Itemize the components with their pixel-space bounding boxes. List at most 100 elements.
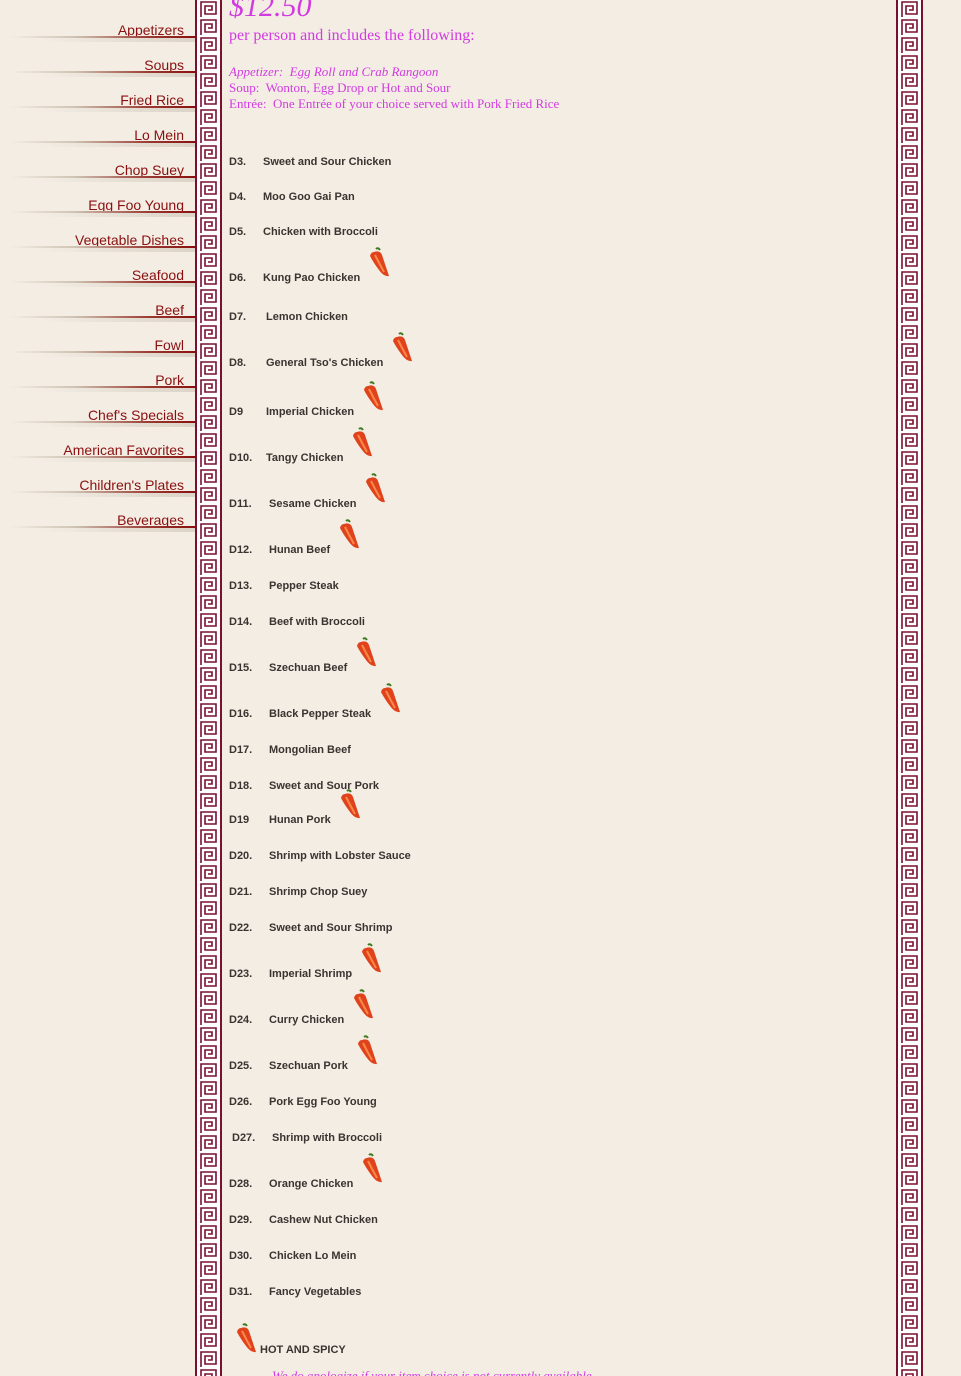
nav-item-label: American Favorites: [63, 442, 184, 458]
nav-item-label: Fowl: [154, 337, 184, 353]
dish-name: Imperial Shrimp: [269, 968, 353, 980]
combo-soup: Soup: Wonton, Egg Drop or Hot and Sour: [229, 80, 451, 95]
nav-item-soups[interactable]: Soups: [10, 43, 195, 78]
nav-divider-shadow: [40, 458, 195, 462]
dish-name: Sweet and Sour Pork: [269, 780, 380, 792]
nav-item-chop-suey[interactable]: Chop Suey: [10, 148, 195, 183]
dish-code: D3.: [229, 156, 247, 168]
nav-item-vegetable-dishes[interactable]: Vegetable Dishes: [10, 218, 195, 253]
dish-row: D27. Shrimp with Broccoli: [232, 1132, 632, 1152]
nav-item-beverages[interactable]: Beverages: [10, 498, 195, 533]
nav-item-chef-s-specials[interactable]: Chef's Specials: [10, 393, 195, 428]
dish-code: D28.: [229, 1178, 253, 1190]
nav-divider-shadow: [40, 143, 195, 147]
chili-pepper-icon: [237, 1323, 256, 1353]
nav-item-label: Egg Foo Young: [88, 197, 184, 213]
nav-divider-shadow: [40, 493, 195, 497]
dish-row: D20. Shrimp with Lobster Sauce: [229, 850, 629, 870]
dish-code: D27.: [232, 1132, 256, 1144]
chili-pepper-icon: [364, 381, 384, 411]
nav-divider: [10, 106, 195, 108]
dish-row: D29. Cashew Nut Chicken: [229, 1214, 629, 1234]
dish-name: Lemon Chicken: [266, 311, 348, 323]
dish-name: Sweet and Sour Chicken: [263, 156, 392, 168]
dish-row: D21. Shrimp Chop Suey: [229, 886, 629, 906]
dish-code: D7.: [229, 311, 247, 323]
availability-note: We do apologize if your item choice is n…: [272, 1368, 592, 1376]
nav-item-fowl[interactable]: Fowl: [10, 323, 195, 358]
nav-divider-shadow: [40, 38, 195, 42]
dish-name: Shrimp with Lobster Sauce: [269, 850, 411, 862]
nav-item-label: Chef's Specials: [87, 407, 184, 423]
greek-key-border-right: [896, 0, 923, 1376]
spicy-legend-label: HOT AND SPICY: [260, 1344, 346, 1356]
dish-name: Imperial Chicken: [266, 406, 355, 418]
nav-divider: [10, 36, 195, 38]
chili-pepper-icon: [393, 332, 413, 362]
dish-code: D11.: [229, 498, 252, 510]
dish-row: D30. Chicken Lo Mein: [229, 1250, 629, 1270]
dish-name: Moo Goo Gai Pan: [263, 191, 355, 203]
nav-item-label: Soups: [144, 57, 184, 73]
dish-name: Shrimp with Broccoli: [272, 1132, 383, 1144]
dish-row: D25. Szechuan Pork: [229, 1035, 629, 1080]
dish-name: Chicken Lo Mein: [269, 1250, 357, 1262]
greek-key-pattern: [200, 1, 217, 1376]
nav-item-egg-foo-young[interactable]: Egg Foo Young: [10, 183, 195, 218]
dish-row: D13. Pepper Steak: [229, 580, 629, 600]
nav-item-seafood[interactable]: Seafood: [10, 253, 195, 288]
dish-row: D7. Lemon Chicken: [229, 311, 629, 331]
nav-item-american-favorites[interactable]: American Favorites: [10, 428, 195, 463]
nav-item-fried-rice[interactable]: Fried Rice: [10, 78, 195, 113]
chili-pepper-icon: [357, 637, 377, 667]
nav-item-pork[interactable]: Pork: [10, 358, 195, 393]
dish-name: Shrimp Chop Suey: [269, 886, 368, 898]
nav-divider: [10, 176, 195, 178]
dish-code: D6.: [229, 272, 247, 284]
nav-item-children-s-plates[interactable]: Children's Plates: [10, 463, 195, 498]
dish-row: D5. Chicken with Broccoli: [229, 226, 629, 246]
nav-divider: [10, 491, 195, 493]
dish-code: D16.: [229, 708, 253, 720]
chili-pepper-icon: [363, 1153, 383, 1183]
nav-divider: [10, 456, 195, 458]
dish-name: Hunan Pork: [269, 814, 331, 826]
nav-item-lo-mein[interactable]: Lo Mein: [10, 113, 195, 148]
dish-name: Szechuan Beef: [269, 662, 348, 674]
nav-divider-shadow: [40, 423, 195, 427]
nav-item-label: Beef: [155, 302, 184, 318]
dish-row: D28. Orange Chicken: [229, 1153, 629, 1198]
nav-divider-shadow: [40, 353, 195, 357]
greek-key-pattern: [901, 1, 918, 1376]
nav-item-label: Children's Plates: [79, 477, 184, 493]
combo-subheading: per person and includes the following:: [229, 27, 475, 44]
greek-key-border-left: [195, 0, 222, 1376]
dish-row: D9 Imperial Chicken: [229, 381, 629, 426]
dish-row: D3. Sweet and Sour Chicken: [229, 156, 629, 176]
nav-item-appetizers[interactable]: Appetizers: [10, 8, 195, 43]
nav-divider: [10, 421, 195, 423]
nav-divider: [10, 71, 195, 73]
dish-row: D17. Mongolian Beef: [229, 744, 629, 764]
dish-code: D8.: [229, 357, 247, 369]
chili-pepper-icon: [354, 989, 374, 1019]
dish-name: Curry Chicken: [269, 1014, 345, 1026]
dish-name: Cashew Nut Chicken: [269, 1214, 378, 1226]
dish-code: D13.: [229, 580, 253, 592]
dish-row: D8. General Tso's Chicken: [229, 332, 629, 377]
dish-row: D24. Curry Chicken: [229, 989, 629, 1034]
dish-code: D12.: [229, 544, 253, 556]
dish-code: D26.: [229, 1096, 253, 1108]
dish-code: D17.: [229, 744, 253, 756]
nav-item-label: Pork: [155, 372, 184, 388]
dish-name: Fancy Vegetables: [269, 1286, 362, 1298]
dish-code: D4.: [229, 191, 247, 203]
nav-divider: [10, 211, 195, 213]
nav-item-beef[interactable]: Beef: [10, 288, 195, 323]
dish-row: D11. Sesame Chicken: [229, 473, 629, 518]
dish-row: D6. Kung Pao Chicken: [229, 247, 629, 292]
dish-code: D31.: [229, 1286, 253, 1298]
dish-name: Mongolian Beef: [269, 744, 351, 756]
nav-divider-shadow: [40, 528, 195, 532]
dish-row: D26. Pork Egg Foo Young: [229, 1096, 629, 1116]
